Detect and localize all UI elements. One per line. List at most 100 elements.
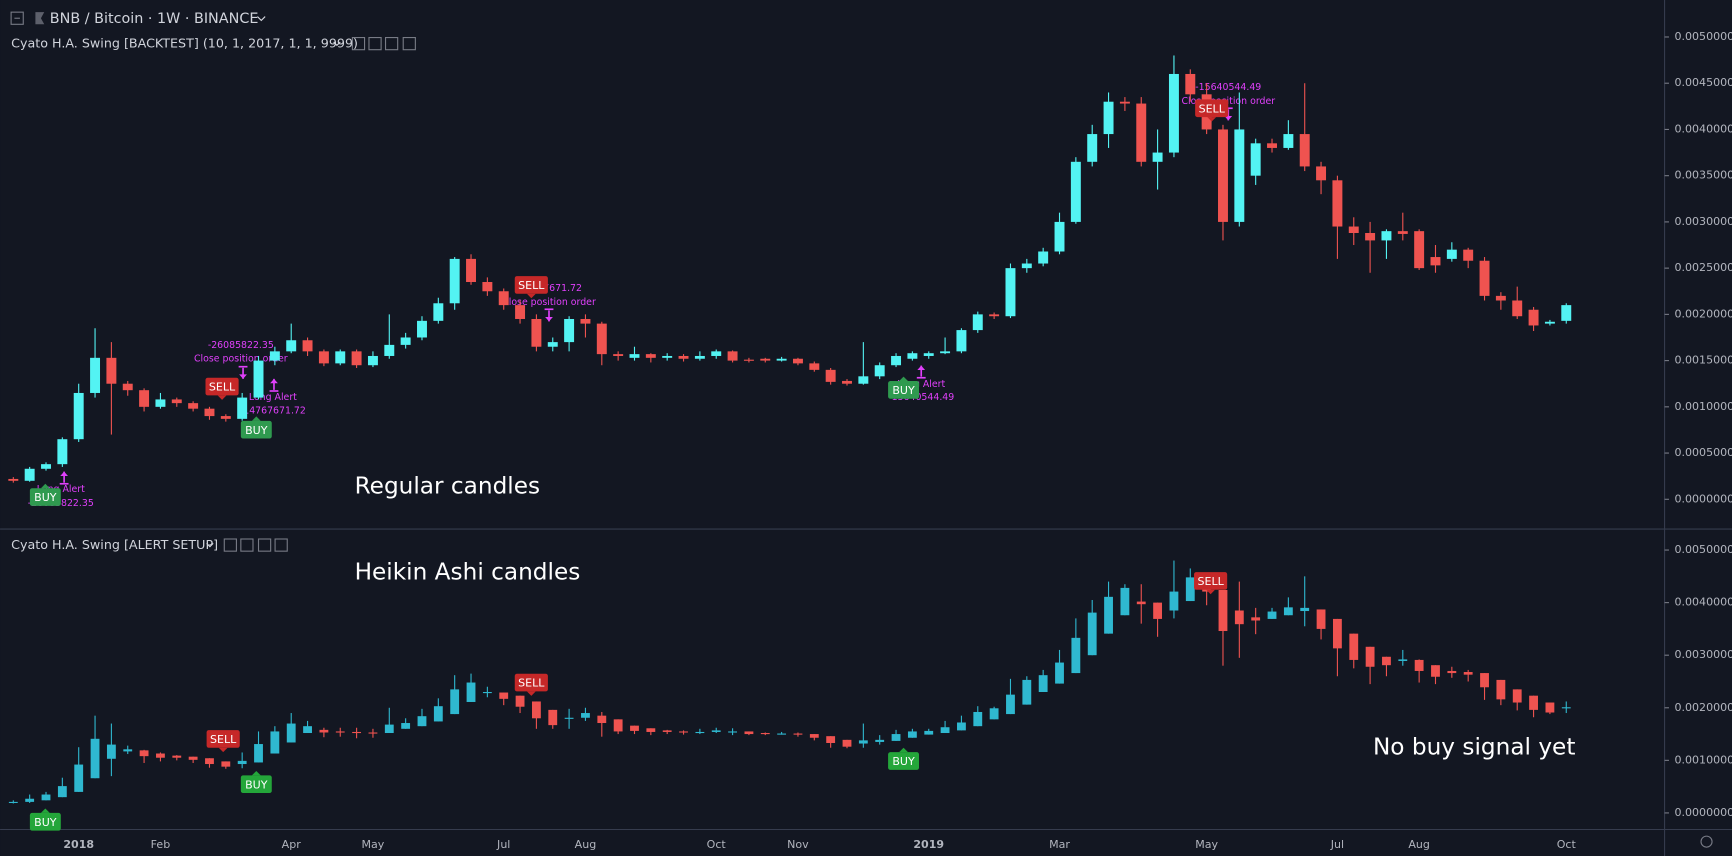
order-label: Long Alert xyxy=(249,392,297,403)
candle-body xyxy=(777,733,787,735)
symbol-menu[interactable] xyxy=(257,16,266,22)
candle-body xyxy=(499,692,509,699)
source-button[interactable] xyxy=(257,538,272,552)
candle-body xyxy=(630,725,639,731)
order-label: Long Alert xyxy=(37,484,85,495)
signal-box xyxy=(514,276,548,294)
candle-body xyxy=(1496,679,1506,700)
settings-button[interactable] xyxy=(368,37,382,51)
candle-body xyxy=(1414,231,1425,269)
candle-body xyxy=(220,416,231,419)
candle-body xyxy=(1332,618,1342,649)
candle-body xyxy=(1070,161,1081,222)
candle-body xyxy=(1055,662,1064,684)
annotation: Regular candles xyxy=(355,473,540,500)
candle-body xyxy=(597,715,607,724)
annotation: No buy signal yet xyxy=(1373,733,1575,760)
order-label: Close position order xyxy=(502,297,596,308)
candle-body xyxy=(564,717,574,719)
candle-body xyxy=(1397,231,1408,234)
signal-box xyxy=(1194,572,1228,590)
candle-body xyxy=(1153,602,1163,619)
time-tick-label: May xyxy=(362,838,385,851)
candle-body xyxy=(891,355,902,366)
candle-body xyxy=(73,392,84,440)
indicator-title[interactable]: Cyato H.A. Swing [BACKTEST] (10, 1, 2017… xyxy=(11,36,358,51)
signal-label: SELL xyxy=(1199,102,1226,115)
time-tick-label: Apr xyxy=(282,838,302,851)
candle-body xyxy=(678,355,689,359)
candle-body xyxy=(254,744,263,763)
order-label: Close position order xyxy=(194,353,288,364)
indicator-menu[interactable] xyxy=(333,41,341,47)
candle-body xyxy=(809,363,820,370)
settings-button[interactable] xyxy=(240,538,254,552)
price-tick-label: 0.0000000 xyxy=(1675,492,1732,505)
candle-body xyxy=(923,353,934,356)
signal-label: SELL xyxy=(210,733,237,746)
candle-body xyxy=(351,351,362,366)
candle-body xyxy=(760,733,770,735)
signal-label: SELL xyxy=(1197,575,1224,588)
remove-button[interactable] xyxy=(402,37,416,51)
source-button[interactable] xyxy=(384,37,399,51)
candle-body xyxy=(1022,679,1032,705)
price-tick-label: 0.0015000 xyxy=(1675,354,1732,367)
candle-body xyxy=(646,728,656,732)
candle-body xyxy=(41,464,51,469)
candle-body xyxy=(123,749,133,752)
price-tick-label: 0.0035000 xyxy=(1675,169,1732,182)
time-tick-label: Aug xyxy=(575,838,597,851)
indicator-title[interactable]: Cyato H.A. Swing [ALERT SETUP] xyxy=(11,537,218,552)
visibility-button[interactable] xyxy=(223,538,237,552)
visibility-button[interactable] xyxy=(351,37,366,51)
remove-button[interactable] xyxy=(274,538,288,552)
candle-body xyxy=(1447,670,1457,674)
signal-label: BUY xyxy=(892,755,915,768)
candle-body xyxy=(1463,672,1473,675)
candle-body xyxy=(335,731,345,733)
price-tick-label: 0.0025000 xyxy=(1675,261,1732,274)
time-tick-label: Aug xyxy=(1408,838,1430,851)
signal-pointer xyxy=(40,808,50,813)
candle-body xyxy=(1528,309,1539,326)
time-tick-label: Oct xyxy=(1557,838,1577,851)
candle-body xyxy=(1250,143,1261,176)
candle-body xyxy=(1251,617,1261,621)
time-tick-label: Mar xyxy=(1049,838,1070,851)
signal-pointer xyxy=(1207,117,1217,122)
candle-body xyxy=(1054,221,1065,252)
candle-body xyxy=(907,353,918,359)
time-tick-label: Feb xyxy=(151,838,171,851)
candle-body xyxy=(139,390,150,407)
candle-body xyxy=(1087,612,1097,656)
price-tick-label: 0.0040000 xyxy=(1675,122,1732,135)
candle-body xyxy=(466,682,476,702)
candle-body xyxy=(303,726,312,734)
candle-body xyxy=(531,701,541,719)
candle-body xyxy=(613,354,624,356)
candle-body xyxy=(580,318,591,324)
candle-body xyxy=(482,692,492,694)
candle-body xyxy=(1103,101,1114,135)
order-label: Long Alert xyxy=(897,379,945,390)
candle-body xyxy=(417,320,427,338)
symbol-title[interactable]: BNB / Bitcoin · 1W · BINANCE xyxy=(50,11,259,27)
signal-pointer xyxy=(526,691,536,696)
candle-body xyxy=(515,695,525,707)
candle-body xyxy=(940,351,951,354)
candle-body xyxy=(547,342,558,347)
signal-pointer xyxy=(526,293,536,299)
candle-body xyxy=(581,713,590,718)
indicator-menu[interactable] xyxy=(206,543,214,548)
signal-label: SELL xyxy=(209,381,236,394)
settings-gear[interactable] xyxy=(1700,835,1713,848)
candle-body xyxy=(270,731,280,754)
price-tick-label: 0.0030000 xyxy=(1675,215,1732,228)
collapse-button[interactable] xyxy=(10,11,24,25)
candle-body xyxy=(1316,609,1326,629)
candle-body xyxy=(1480,673,1489,688)
candle-body xyxy=(74,764,84,792)
candle-body xyxy=(760,358,771,361)
